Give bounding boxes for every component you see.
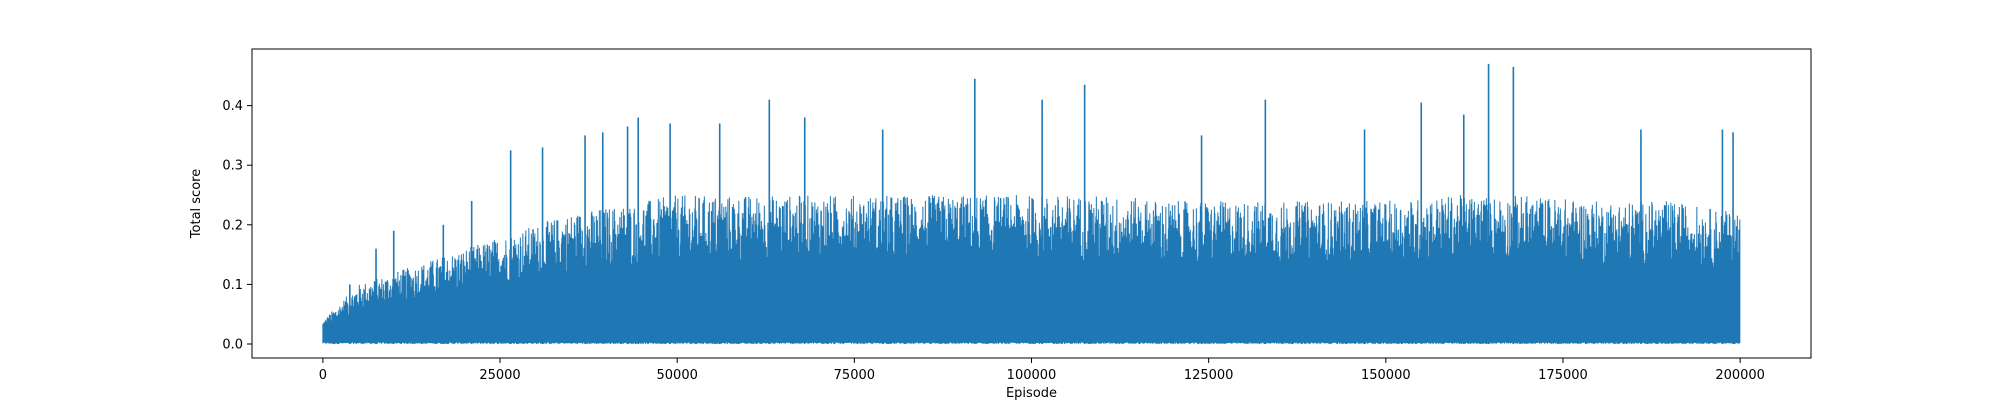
- x-axis-label: Episode: [1006, 386, 1057, 400]
- x-tick-label: 150000: [1361, 368, 1411, 383]
- x-tick-label: 50000: [657, 368, 698, 383]
- series-line: [322, 195, 1741, 344]
- x-tick-label: 75000: [834, 368, 875, 383]
- y-tick-label: 0.4: [222, 99, 243, 114]
- plot-frame: [251, 48, 1812, 359]
- y-tick-label: 0.0: [222, 337, 243, 352]
- x-tick-label: 175000: [1538, 368, 1588, 383]
- x-tick-label: 125000: [1184, 368, 1234, 383]
- x-tick-label: 200000: [1715, 368, 1765, 383]
- y-tick-label: 0.2: [222, 218, 243, 233]
- y-tick-label: 0.3: [222, 159, 243, 174]
- series-layer: [322, 63, 1741, 344]
- x-tick-label: 25000: [479, 368, 520, 383]
- y-tick-label: 0.1: [222, 278, 243, 293]
- y-axis-label: Total score: [189, 169, 204, 239]
- ticks-layer: 0 25000 50000 75000 100000 125000 150000 175000…: [222, 99, 1765, 383]
- x-tick-label: 100000: [1007, 368, 1057, 383]
- x-tick-label: 0: [319, 368, 327, 383]
